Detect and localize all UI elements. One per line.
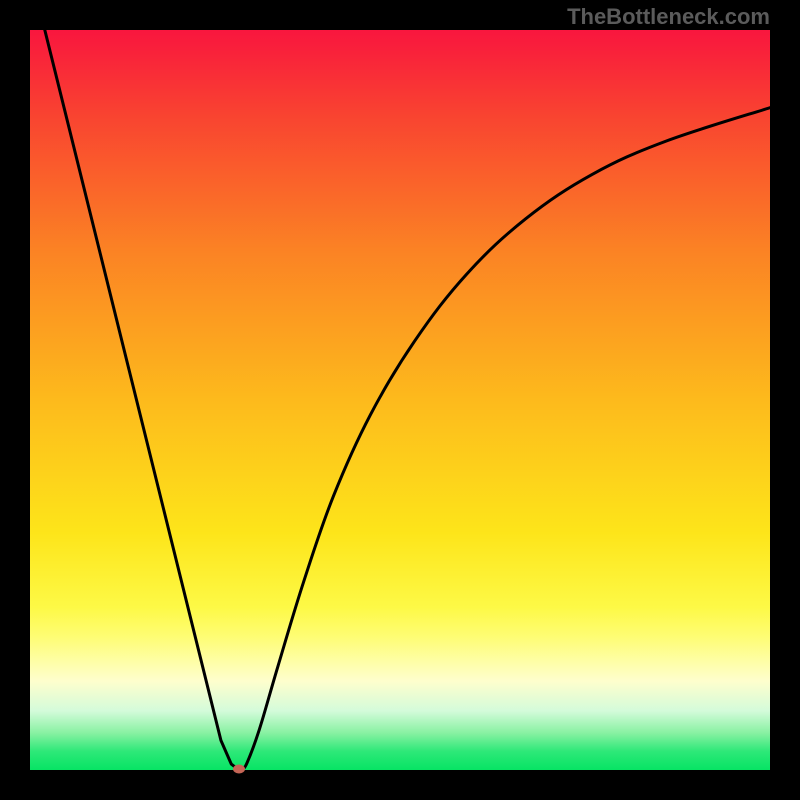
curve-layer — [30, 30, 770, 770]
chart-frame: { "chart": { "type": "line", "dimensions… — [0, 0, 800, 800]
plot-area — [30, 30, 770, 770]
watermark-text: TheBottleneck.com — [567, 4, 770, 30]
curve-left — [45, 30, 238, 769]
minimum-marker — [233, 764, 245, 773]
curve-right — [242, 108, 770, 770]
